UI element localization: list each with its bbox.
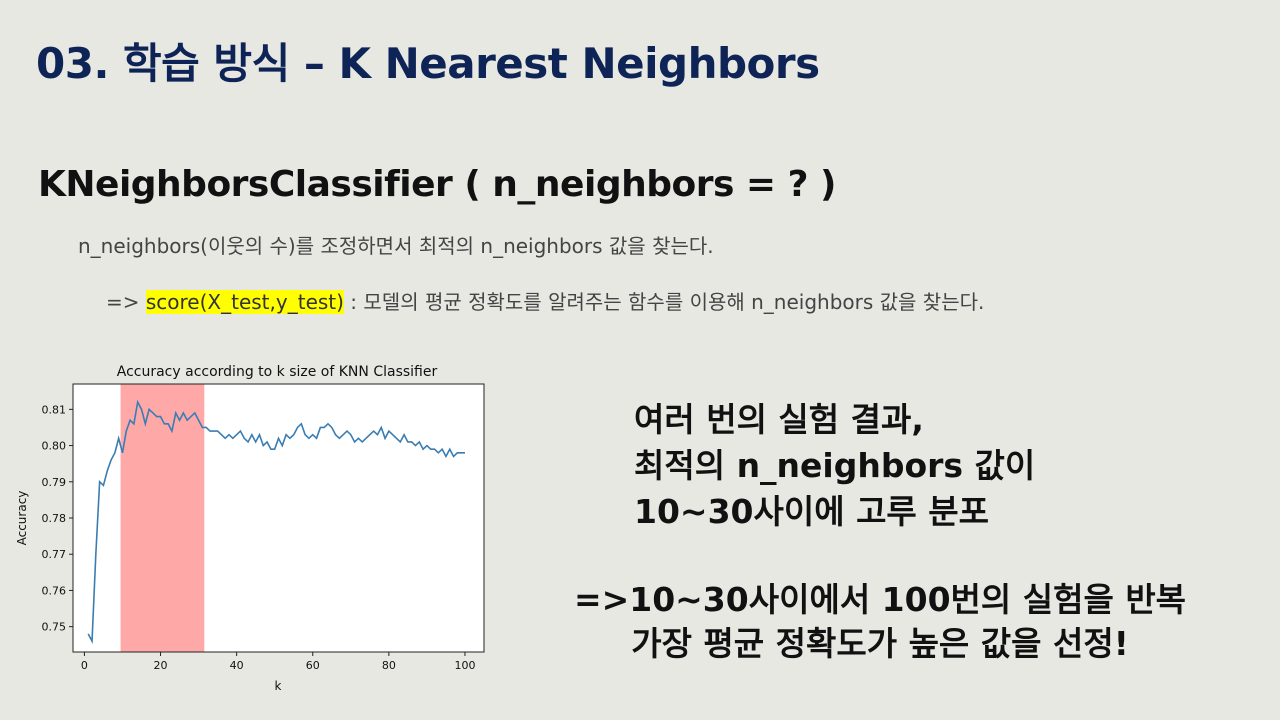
y-tick-label: 0.76 <box>42 584 67 597</box>
highlighted-function: score(X_test,y_test) <box>145 290 344 314</box>
y-tick-label: 0.75 <box>42 621 67 634</box>
x-axis-label: k <box>275 679 282 693</box>
conclusion-text: =>10~30사이에서 100번의 실험을 반복 가장 평균 정확도가 높은 값… <box>540 578 1220 666</box>
result-text: 여러 번의 실험 결과, 최적의 n_neighbors 값이 10~30사이에… <box>634 397 1035 535</box>
x-tick-label: 60 <box>306 659 320 672</box>
highlight-band <box>120 384 205 652</box>
conclusion-line: =>10~30사이에서 100번의 실험을 반복 <box>573 580 1187 619</box>
accuracy-line <box>87 399 465 645</box>
accuracy-chart: Accuracy according to k size of KNN Clas… <box>15 364 485 693</box>
y-tick-label: 0.79 <box>42 476 67 489</box>
y-tick-label: 0.78 <box>42 512 67 525</box>
result-line: 여러 번의 실험 결과, <box>634 400 924 439</box>
x-tick-label: 100 <box>454 659 475 672</box>
slide-title: 03. 학습 방식 – K Nearest Neighbors <box>36 39 820 88</box>
y-axis-label: Accuracy <box>15 491 29 546</box>
description-line-1: n_neighbors(이웃의 수)를 조정하면서 최적의 n_neighbor… <box>78 234 714 258</box>
x-tick-label: 0 <box>81 659 88 672</box>
slide-subtitle: KNeighborsClassifier ( n_neighbors = ? ) <box>38 164 837 205</box>
result-line: 최적의 n_neighbors 값이 <box>634 446 1036 485</box>
x-tick-label: 20 <box>154 659 168 672</box>
description-line-2: => score(X_test,y_test) : 모델의 평균 정확도를 알려… <box>106 286 984 315</box>
plot-frame <box>72 383 485 653</box>
x-tick-label: 40 <box>230 659 244 672</box>
result-line: 10~30사이에 고루 분포 <box>634 492 989 531</box>
y-tick-label: 0.77 <box>42 548 67 561</box>
x-tick-label: 80 <box>382 659 396 672</box>
y-tick-label: 0.81 <box>42 403 67 416</box>
chart-title: Accuracy according to k size of KNN Clas… <box>117 364 438 380</box>
description-suffix: : 모델의 평균 정확도를 알려주는 함수를 이용해 n_neighbors 값… <box>343 290 985 314</box>
conclusion-line: 가장 평균 정확도가 높은 값을 선정! <box>631 624 1129 663</box>
y-tick-label: 0.80 <box>42 440 67 453</box>
arrow-prefix: => <box>106 290 146 314</box>
